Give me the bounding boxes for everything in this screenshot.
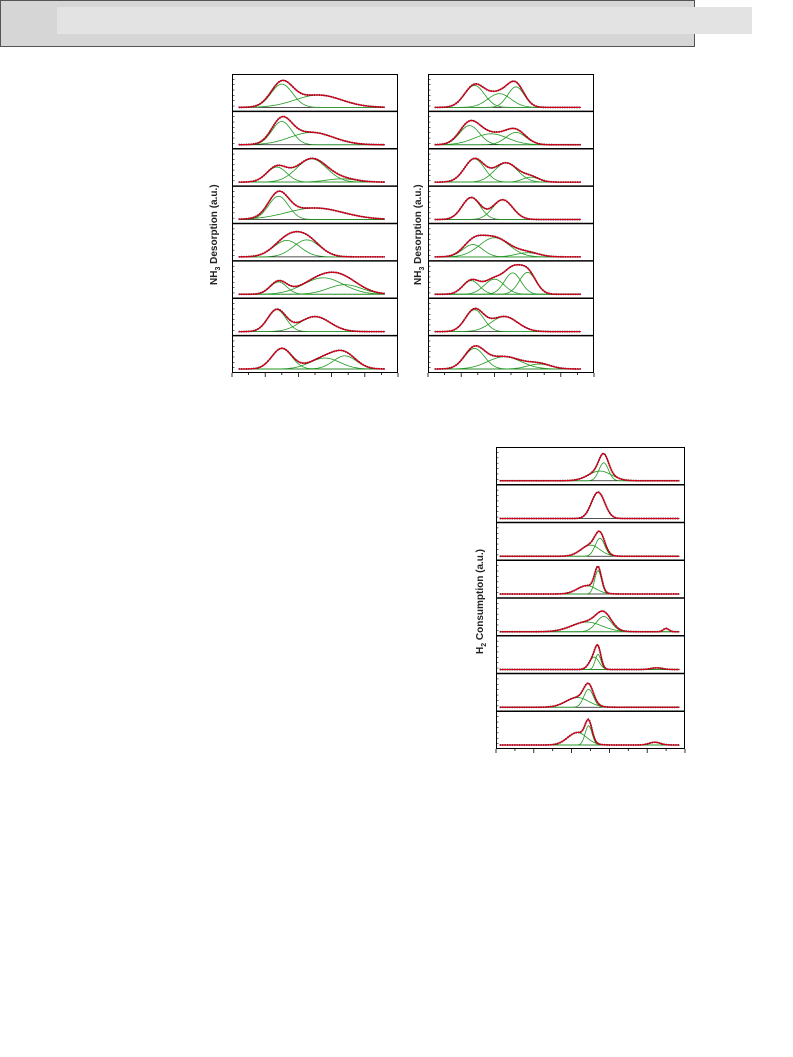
nh3-right-ylabel: NH3 Desorption (a.u.) <box>413 184 426 285</box>
h2-tpr-fit-curve <box>499 491 680 520</box>
nh3-right-fit-curve <box>434 234 581 258</box>
nh3-right-fit-curve <box>434 196 581 221</box>
nh3-left-fit-curve <box>238 231 385 258</box>
nh3-left-fit-curve <box>238 190 385 220</box>
h2-tpr-plot <box>495 447 686 753</box>
nh3-left-fit-curve <box>238 347 385 370</box>
nh3-left-raw-curve <box>238 230 385 258</box>
nh3-left-raw-curve <box>238 347 385 370</box>
nh3-left-component-curve <box>238 166 385 183</box>
h2-tpr-raw-curve <box>499 643 680 671</box>
nh3-right-fit-curve <box>434 345 581 370</box>
nh3-left-raw-curve <box>238 115 385 146</box>
nh3-left-fit-curve <box>238 271 385 295</box>
nh3-left-fit-curve <box>238 115 385 146</box>
h2-tpr-component-curve <box>499 688 680 708</box>
h2-tpr-raw-curve <box>499 718 680 746</box>
h2-tpr-component-curve <box>499 537 680 557</box>
h2-ylabel: H2 Consumption (a.u.) <box>475 548 488 654</box>
nh3-tpd-left-chart <box>231 74 399 377</box>
nh3-left-component-curve <box>238 284 385 295</box>
nh3-left-fit-curve <box>238 79 385 108</box>
nh3-right-raw-curve <box>434 119 581 146</box>
nh3-right-component-curve <box>434 93 581 108</box>
nh3-left-fit-curve <box>238 157 385 183</box>
h2-tpr-fit-curve <box>499 452 680 482</box>
h2-tpr-component-curve <box>499 570 680 595</box>
nh3-right-fit-curve <box>434 307 581 333</box>
nh3-right-fit-curve <box>434 119 581 146</box>
h2-tpr-fit-curve <box>499 530 680 557</box>
nh3-right-raw-curve <box>434 157 581 184</box>
h2-tpr-raw-curve <box>499 682 680 709</box>
h2-tpr-fit-curve <box>499 643 680 671</box>
h2-tpr-fit-curve <box>499 565 680 595</box>
h2-tpr-fit-curve <box>499 718 680 746</box>
nh3-left-component-curve <box>238 309 385 333</box>
h2-tpr-chart <box>495 447 686 753</box>
nh3-right-fit-curve <box>434 80 581 109</box>
nh3-right-component-curve <box>434 348 581 370</box>
nh3-left-raw-curve <box>238 271 385 296</box>
nh3-right-raw-curve <box>434 196 581 221</box>
nh3-left-component-curve <box>238 316 385 333</box>
nh3-tpd-left-plot <box>231 74 399 377</box>
nh3-left-component-curve <box>238 132 385 146</box>
h2-tpr-fit-curve <box>499 610 680 633</box>
nh3-right-component-curve <box>434 162 581 183</box>
h2-tpr-fit-curve <box>499 682 680 708</box>
nh3-left-component-curve <box>238 195 385 220</box>
nh3-tpd-right-chart <box>427 74 595 377</box>
page-header-bar <box>57 7 752 34</box>
h2-tpr-component-curve <box>499 470 680 482</box>
nh3-left-fit-curve <box>238 308 385 333</box>
h2-tpr-component-curve <box>499 621 680 633</box>
nh3-left-raw-curve <box>238 308 385 333</box>
nh3-left-ylabel: NH3 Desorption (a.u.) <box>209 184 222 285</box>
h2-tpr-component-curve <box>499 697 680 708</box>
nh3-right-raw-curve <box>434 234 581 258</box>
nh3-right-component-curve <box>434 197 581 220</box>
nh3-tpd-right-plot <box>427 74 595 377</box>
h2-tpr-raw-curve <box>499 565 680 595</box>
nh3-right-fit-curve <box>434 157 581 183</box>
h2-tpr-component-curve <box>499 462 680 482</box>
h2-tpr-raw-curve <box>499 452 680 482</box>
nh3-right-fit-curve <box>434 264 581 295</box>
nh3-right-component-curve <box>434 244 581 258</box>
